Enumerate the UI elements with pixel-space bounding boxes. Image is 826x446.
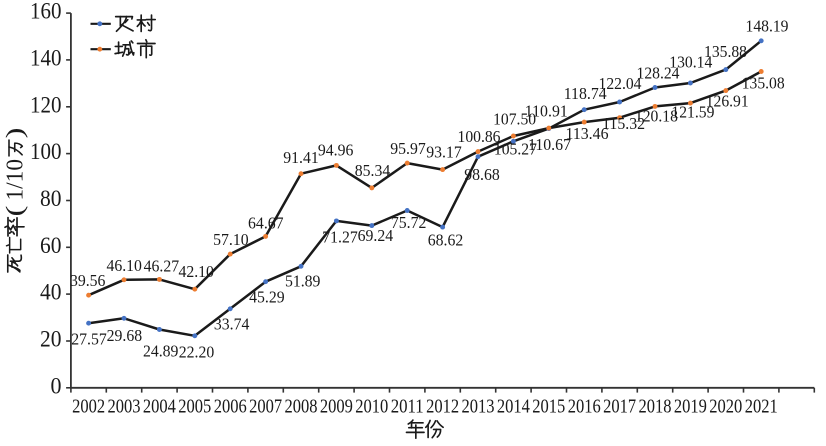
svg-text:130.14: 130.14: [669, 52, 712, 71]
svg-text:135.88: 135.88: [704, 42, 747, 61]
svg-text:57.10: 57.10: [213, 230, 249, 249]
svg-text:39.56: 39.56: [70, 271, 106, 290]
svg-text:115.32: 115.32: [602, 114, 645, 133]
svg-text:110.67: 110.67: [528, 135, 571, 154]
svg-text:140: 140: [30, 46, 62, 71]
svg-text:60: 60: [40, 233, 62, 258]
svg-text:113.46: 113.46: [566, 124, 609, 143]
svg-text:27.57: 27.57: [71, 330, 107, 349]
svg-text:118.74: 118.74: [564, 84, 607, 103]
svg-text:93.17: 93.17: [426, 143, 462, 162]
svg-text:2021: 2021: [745, 396, 778, 418]
svg-text:42.10: 42.10: [178, 262, 214, 281]
svg-text:71.27: 71.27: [322, 228, 358, 247]
svg-text:126.91: 126.91: [706, 92, 749, 111]
svg-text:2019: 2019: [674, 396, 707, 418]
svg-text:2010: 2010: [355, 396, 388, 418]
svg-text:2007: 2007: [249, 396, 282, 418]
svg-text:40: 40: [40, 280, 62, 305]
svg-text:2016: 2016: [568, 396, 601, 418]
svg-text:(: (: [3, 206, 29, 217]
svg-text:148.19: 148.19: [746, 17, 789, 36]
svg-text:69.24: 69.24: [358, 226, 394, 245]
svg-text:2009: 2009: [320, 396, 353, 418]
svg-text:94.96: 94.96: [318, 141, 354, 160]
svg-text:2015: 2015: [532, 396, 565, 418]
svg-text:2002: 2002: [72, 396, 105, 418]
svg-text:64.67: 64.67: [248, 213, 284, 232]
svg-text:107.50: 107.50: [493, 109, 536, 128]
svg-text:1/10: 1/10: [3, 159, 29, 201]
svg-text:80: 80: [40, 186, 62, 211]
svg-text:22.20: 22.20: [179, 343, 215, 362]
svg-text:85.34: 85.34: [355, 161, 391, 180]
svg-text:33.74: 33.74: [214, 315, 250, 334]
svg-text:46.27: 46.27: [144, 257, 180, 276]
svg-text:2014: 2014: [497, 396, 530, 418]
svg-text:122.04: 122.04: [599, 74, 642, 93]
svg-text:46.10: 46.10: [106, 256, 142, 275]
svg-text:2004: 2004: [143, 396, 176, 418]
svg-text:45.29: 45.29: [249, 288, 285, 307]
svg-text:95.97: 95.97: [390, 139, 426, 158]
svg-text:2017: 2017: [603, 396, 636, 418]
svg-text:120: 120: [30, 92, 62, 117]
svg-text:100.86: 100.86: [458, 127, 501, 146]
svg-text:98.68: 98.68: [464, 165, 500, 184]
svg-text:135.08: 135.08: [742, 74, 785, 93]
svg-text:120.18: 120.18: [635, 107, 678, 126]
svg-text:2003: 2003: [108, 396, 141, 418]
svg-text:91.41: 91.41: [283, 148, 319, 167]
svg-text:2020: 2020: [709, 396, 742, 418]
svg-text:2006: 2006: [214, 396, 247, 418]
svg-text:29.68: 29.68: [107, 326, 143, 345]
svg-text:105.27: 105.27: [494, 140, 537, 159]
svg-text:2005: 2005: [178, 396, 211, 418]
svg-text:2012: 2012: [426, 396, 459, 418]
svg-text:): ): [3, 128, 29, 139]
svg-text:2013: 2013: [462, 396, 495, 418]
svg-text:20: 20: [40, 327, 62, 352]
svg-text:128.24: 128.24: [637, 64, 680, 83]
svg-text:110.91: 110.91: [525, 102, 568, 121]
svg-text:2008: 2008: [285, 396, 318, 418]
svg-text:68.62: 68.62: [428, 231, 464, 250]
svg-text:100: 100: [30, 139, 62, 164]
svg-text:2018: 2018: [639, 396, 672, 418]
svg-text:121.59: 121.59: [671, 102, 714, 121]
svg-text:0: 0: [51, 373, 62, 398]
svg-text:24.89: 24.89: [143, 342, 179, 361]
svg-text:160: 160: [30, 0, 62, 24]
svg-text:75.72: 75.72: [391, 213, 427, 232]
svg-text:2011: 2011: [391, 396, 424, 418]
svg-text:51.89: 51.89: [285, 272, 321, 291]
